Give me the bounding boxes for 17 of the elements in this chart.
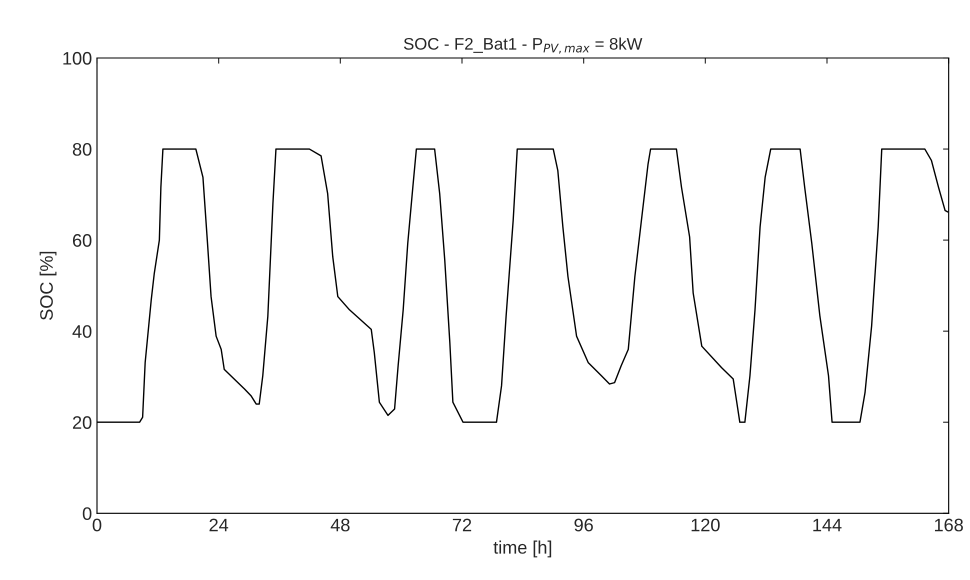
x-tick-label: 48: [330, 518, 350, 532]
x-tick-label: 24: [210, 518, 228, 532]
x-tick-label: 0: [92, 518, 102, 532]
x-axis-title: time [h]: [494, 540, 552, 558]
y-tick-label: 100: [63, 52, 92, 65]
y-tick-label: 60: [72, 234, 92, 247]
x-tick-label: 96: [574, 518, 593, 532]
x-tick-label: 144: [813, 518, 842, 532]
y-tick-label: 0: [82, 507, 92, 520]
x-tick-label: 72: [452, 518, 472, 532]
chart-title: SOC - F2_Bat1 - P$_{PV,max}$ = 8kW: [404, 38, 642, 54]
y-tick-label: 20: [72, 416, 92, 429]
y-axis-title: SOC [%]: [40, 252, 56, 320]
x-tick-label: 120: [692, 518, 720, 532]
y-tick-label: 40: [72, 325, 92, 338]
x-tick-label: 168: [934, 518, 963, 532]
y-tick-label: 80: [72, 142, 92, 156]
